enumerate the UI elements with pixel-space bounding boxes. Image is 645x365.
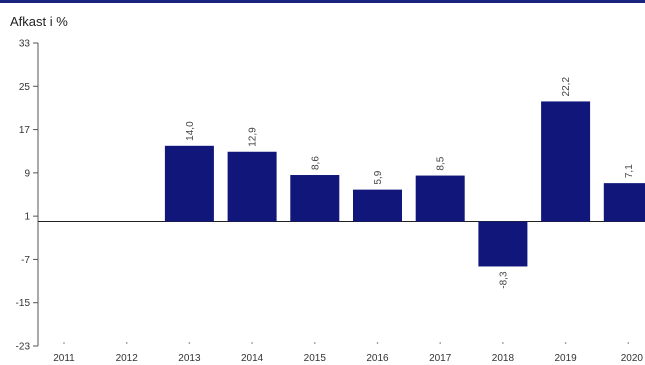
x-tick-label: 2020 — [621, 353, 644, 364]
x-tick-mark — [376, 342, 379, 344]
value-label-2017: 8,5 — [436, 156, 447, 170]
bar-2020 — [603, 183, 645, 222]
value-label-2015: 8,6 — [310, 156, 321, 170]
x-tick-mark — [502, 342, 504, 344]
x-tick-label: 2017 — [429, 353, 452, 364]
x-tick-label: 2013 — [178, 353, 201, 364]
x-tick-mark — [188, 342, 191, 344]
value-label-2018: -8,3 — [498, 271, 509, 289]
y-tick-label: 17 — [19, 125, 31, 136]
x-tick-mark — [627, 342, 630, 344]
value-label-2019: 22,2 — [561, 77, 572, 97]
bar-2013 — [164, 145, 214, 222]
x-tick-mark — [314, 342, 316, 344]
bar-2016 — [353, 189, 402, 222]
y-tick-label: 1 — [24, 212, 30, 223]
bar-2019 — [541, 101, 591, 222]
x-tick-label: 2014 — [241, 353, 264, 364]
y-tick-label: 9 — [24, 168, 30, 179]
x-tick-label: 2018 — [492, 353, 515, 364]
value-label-2014: 12,9 — [248, 127, 259, 147]
y-tick-label: -7 — [21, 255, 30, 266]
value-label-2020: 7,1 — [624, 164, 635, 178]
y-tick-label: 25 — [19, 82, 31, 93]
value-label-2013: 14,0 — [185, 121, 196, 141]
value-label-2016: 5,9 — [373, 170, 384, 184]
bar-2017 — [415, 175, 465, 222]
x-tick-mark — [63, 342, 65, 344]
x-tick-mark — [251, 342, 253, 344]
y-axis-label: Afkast i % — [10, 14, 68, 29]
x-tick-mark — [125, 342, 128, 344]
y-tick-label: 33 — [19, 39, 31, 50]
x-tick-mark — [439, 342, 442, 344]
x-tick-label: 2016 — [366, 353, 389, 364]
bar-2015 — [290, 175, 340, 222]
x-tick-label: 2012 — [116, 353, 139, 364]
top-rule — [0, 0, 645, 3]
y-tick-label: -15 — [16, 298, 31, 309]
bar-2014 — [227, 151, 277, 222]
x-tick-label: 2015 — [304, 353, 327, 364]
y-tick-label: -23 — [16, 342, 31, 353]
x-tick-label: 2011 — [53, 353, 75, 364]
x-tick-mark — [564, 342, 567, 344]
bar-2018 — [478, 221, 528, 267]
x-tick-label: 2019 — [554, 353, 577, 364]
